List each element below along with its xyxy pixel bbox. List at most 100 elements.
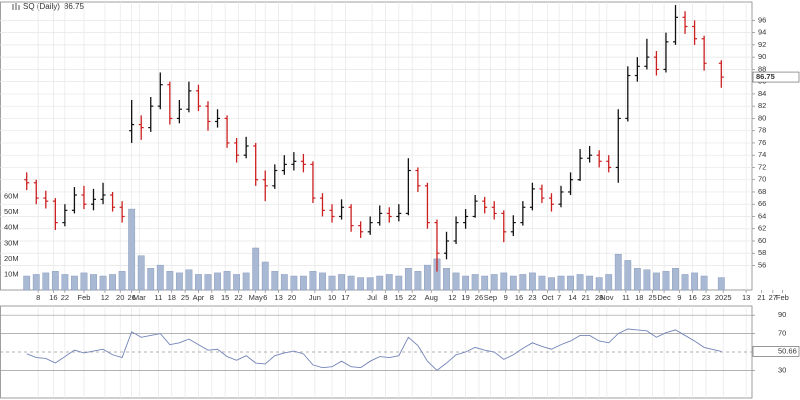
- volume-tick-label: 50M: [4, 207, 19, 216]
- volume-bar: [261, 261, 269, 291]
- x-tick-label: Jun: [309, 293, 321, 302]
- volume-bar: [481, 275, 489, 291]
- x-tick-label: 6: [263, 293, 267, 302]
- volume-bar: [567, 275, 574, 291]
- volume-tick-label: 60M: [4, 192, 19, 201]
- volume-bar: [175, 272, 183, 291]
- volume-bar: [23, 275, 31, 291]
- x-tick-label: 9: [677, 293, 681, 302]
- volume-bar: [185, 269, 193, 291]
- volume-bar: [528, 272, 536, 291]
- x-tick-label: 13: [742, 293, 750, 302]
- x-tick-label: 10: [328, 293, 336, 302]
- volume-bar: [586, 275, 594, 291]
- x-tick-label: 14: [568, 293, 576, 302]
- volume-bar: [672, 268, 679, 291]
- x-tick-label: Apr: [193, 293, 205, 302]
- volume-bar: [424, 264, 431, 291]
- volume-bar: [90, 274, 97, 291]
- x-tick-label: 23: [528, 293, 536, 302]
- volume-bar: [557, 275, 565, 291]
- y-tick-label: 74: [758, 150, 766, 159]
- volume-bar: [137, 255, 145, 291]
- volume-bar: [605, 274, 613, 291]
- rsi-value-label: 50.66: [778, 346, 797, 355]
- y-tick-label: 30: [778, 365, 786, 374]
- volume-bar: [328, 275, 336, 291]
- volume-bar: [538, 275, 546, 291]
- volume-bar: [548, 277, 555, 291]
- x-tick-label: 15: [221, 293, 229, 302]
- x-tick-label: 25: [648, 293, 656, 302]
- x-tick-label: Dec: [657, 293, 671, 302]
- volume-tick-label: 20M: [4, 254, 19, 263]
- volume-bar: [681, 274, 689, 291]
- volume-bar: [519, 274, 527, 291]
- x-tick-label: 22: [234, 293, 242, 302]
- x-tick-label: 8: [210, 293, 214, 302]
- x-tick-label: Feb: [776, 293, 789, 302]
- volume-bar: [128, 208, 136, 291]
- volume-bar: [242, 272, 250, 291]
- x-tick-label: Aug: [425, 293, 438, 302]
- x-tick-label: 9: [504, 293, 508, 302]
- x-tick-label: 16: [49, 293, 57, 302]
- volume-bar: [223, 271, 231, 291]
- chart-title: SQ (Daily): [23, 2, 60, 11]
- last-price-box: [752, 71, 800, 83]
- x-tick-label: 20: [288, 293, 296, 302]
- x-tick-label: 18: [635, 293, 643, 302]
- x-tick-label: 28: [595, 293, 603, 302]
- x-tick-label: 13: [274, 293, 282, 302]
- y-tick-label: 88: [758, 64, 766, 73]
- volume-bar: [366, 277, 374, 291]
- rsi-value-box: [752, 346, 800, 357]
- volume-bar: [624, 260, 632, 291]
- y-tick-label: 70: [778, 329, 786, 338]
- x-tick-label: 11: [154, 293, 162, 302]
- volume-bar: [643, 269, 651, 291]
- volume-bar: [252, 247, 260, 291]
- x-tick-label: 16: [689, 293, 697, 302]
- volume-bar: [691, 272, 698, 291]
- x-tick-label: 19: [461, 293, 469, 302]
- y-tick-label: 68: [758, 187, 766, 196]
- x-tick-label: 26: [127, 293, 135, 302]
- y-tick-label: 60: [758, 236, 766, 245]
- volume-bar: [385, 274, 393, 291]
- volume-bar: [71, 275, 78, 291]
- volume-bar: [490, 274, 498, 291]
- y-tick-label: 94: [758, 28, 766, 37]
- y-tick-label: 80: [758, 113, 766, 122]
- y-tick-label: 56: [758, 260, 766, 269]
- title-icon: [12, 3, 20, 10]
- volume-bar: [595, 277, 603, 291]
- volume-bar: [51, 271, 59, 291]
- y-tick-label: 72: [758, 162, 766, 171]
- volume-bar: [290, 275, 298, 291]
- x-tick-label: 26: [475, 293, 483, 302]
- volume-bar: [61, 274, 69, 291]
- volume-bar: [147, 268, 155, 291]
- volume-bar: [500, 272, 508, 291]
- y-tick-label: 96: [758, 15, 766, 24]
- volume-bar: [109, 274, 116, 291]
- x-tick-label: 8: [383, 293, 387, 302]
- x-tick-label: 25: [181, 293, 189, 302]
- volume-bar: [633, 268, 641, 291]
- y-tick-label: 62: [758, 224, 766, 233]
- x-tick-label: 12: [101, 293, 109, 302]
- volume-bar: [156, 264, 164, 291]
- y-tick-label: 64: [758, 211, 766, 220]
- x-tick-label: Mar: [133, 293, 146, 302]
- y-tick-label: 58: [758, 248, 766, 257]
- y-tick-label: 76: [758, 138, 766, 147]
- volume-bar: [653, 272, 660, 291]
- x-tick-label: Nov: [600, 293, 614, 302]
- volume-bar: [576, 274, 584, 291]
- volume-bar: [347, 275, 355, 291]
- x-tick-label: 27: [769, 293, 777, 302]
- y-tick-label: 84: [758, 89, 766, 98]
- x-tick-label: 22: [408, 293, 416, 302]
- rsi-line: [26, 328, 722, 371]
